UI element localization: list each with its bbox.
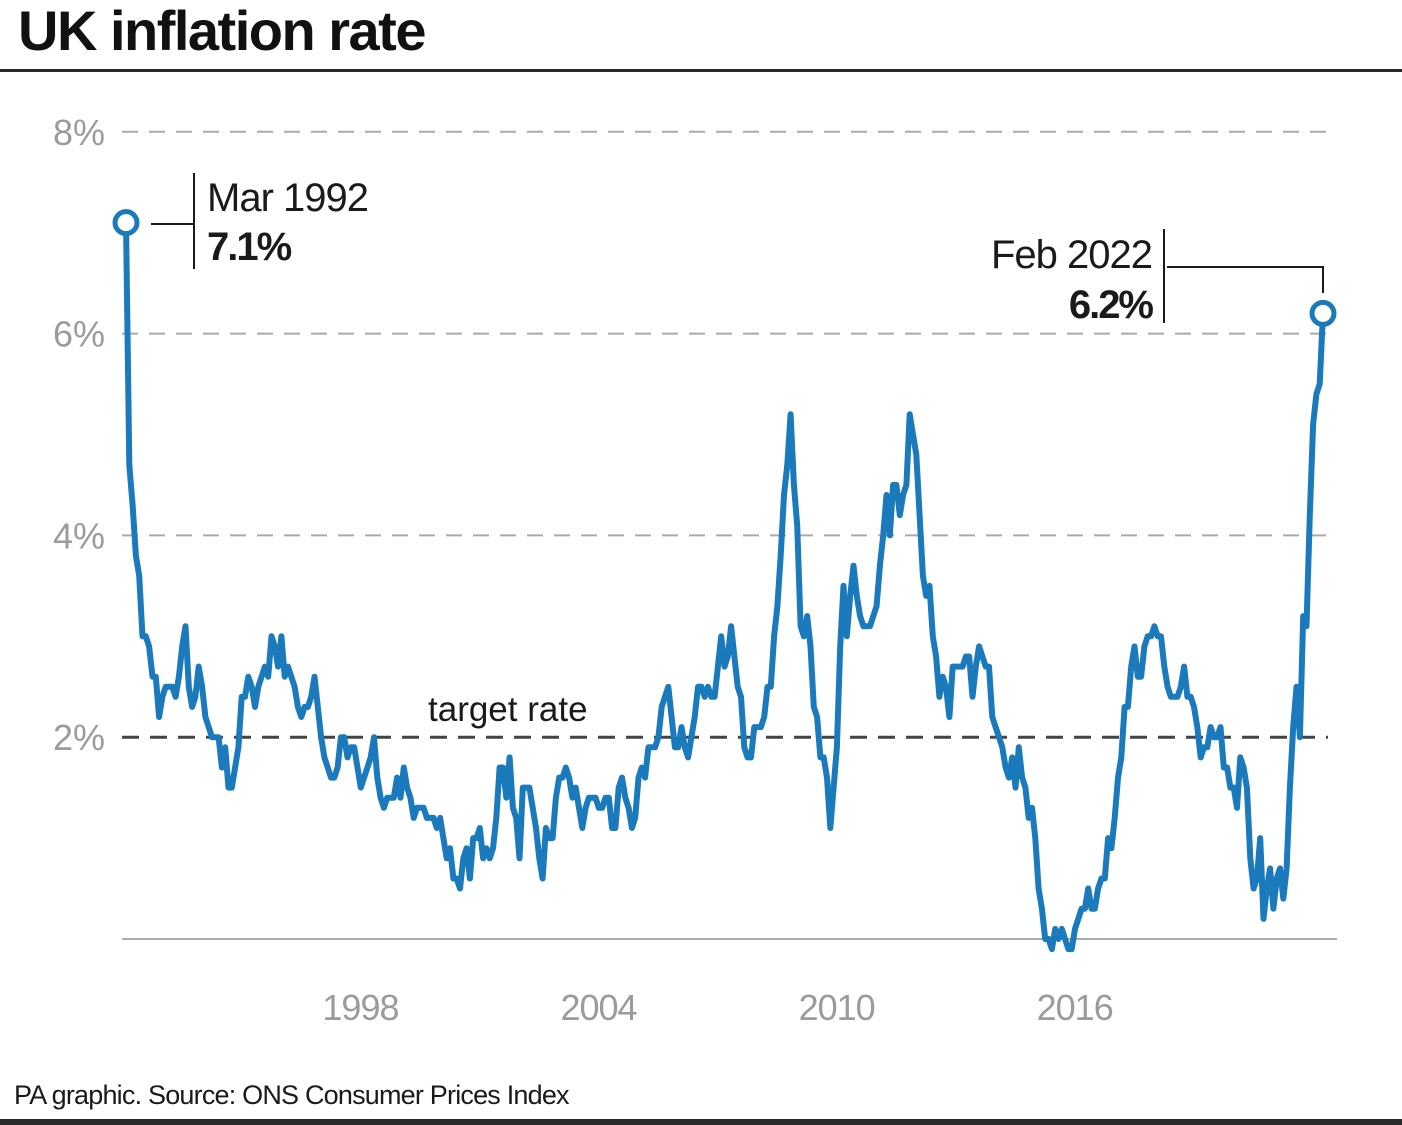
annotation-end-leader bbox=[1167, 266, 1324, 293]
source-note: PA graphic. Source: ONS Consumer Prices … bbox=[14, 1080, 570, 1110]
annotation-end-value: 6.2% bbox=[1069, 283, 1154, 327]
y-tick-label: 8% bbox=[53, 112, 105, 153]
annotation-start-value: 7.1% bbox=[207, 225, 292, 269]
start-point-marker bbox=[112, 209, 140, 237]
x-tick-label: 2010 bbox=[799, 987, 875, 1028]
y-tick-label: 2% bbox=[53, 717, 105, 758]
annotation-start: Mar 1992 7.1% bbox=[112, 173, 369, 269]
y-tick-label: 4% bbox=[53, 515, 105, 556]
target-rate-label: target rate bbox=[428, 690, 588, 729]
y-tick-label: 6% bbox=[53, 314, 105, 355]
gridlines bbox=[122, 130, 1328, 537]
annotation-end: Feb 2022 6.2% bbox=[991, 229, 1337, 327]
x-tick-label: 1998 bbox=[322, 987, 398, 1028]
y-axis-ticks: 2% 4% 6% 8% bbox=[53, 112, 105, 758]
x-tick-label: 2016 bbox=[1037, 987, 1113, 1028]
footer-divider bbox=[0, 1119, 1402, 1125]
annotation-end-date: Feb 2022 bbox=[991, 233, 1152, 277]
chart-title: UK inflation rate bbox=[18, 0, 426, 62]
annotations: Mar 1992 7.1% Feb 2022 6.2% bbox=[112, 173, 1337, 327]
inflation-series-line bbox=[123, 219, 1326, 953]
title-divider bbox=[0, 69, 1402, 72]
annotation-start-date: Mar 1992 bbox=[207, 176, 368, 220]
end-point-marker bbox=[1309, 299, 1337, 327]
x-tick-label: 2004 bbox=[560, 987, 636, 1028]
x-axis-ticks: 1998 2004 2010 2016 bbox=[322, 987, 1113, 1028]
